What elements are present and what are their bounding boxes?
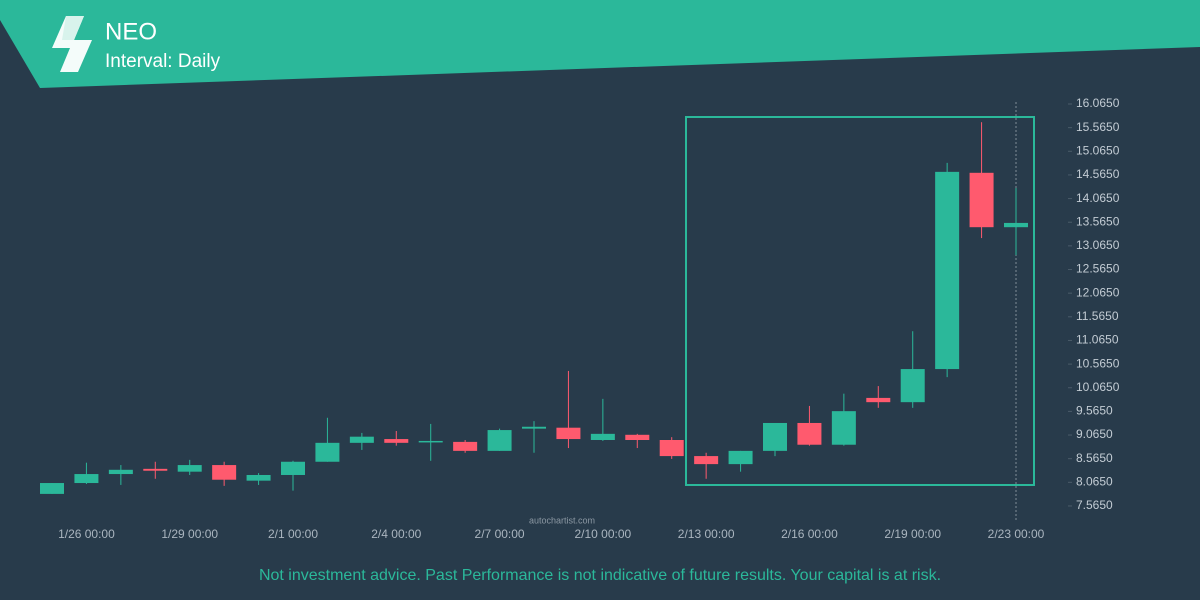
y-tick-label: 14.5650	[1076, 167, 1120, 181]
candle-body	[900, 369, 925, 403]
candle-body	[522, 426, 546, 429]
x-tick-label: 1/26 00:00	[58, 527, 115, 541]
candle-body	[143, 468, 168, 471]
candle-body	[212, 465, 237, 480]
pattern-highlight	[685, 116, 1035, 486]
chart-subtitle: Interval: Daily	[105, 51, 221, 72]
x-tick-label: 1/29 00:00	[161, 527, 218, 541]
y-tick-label: 9.0650	[1076, 427, 1113, 441]
candle-body	[694, 456, 719, 465]
x-tick-label: 2/4 00:00	[371, 527, 421, 541]
candle-body	[177, 465, 202, 472]
y-tick-label: 12.0650	[1076, 285, 1120, 299]
y-tick-label: 11.5650	[1076, 309, 1119, 323]
candle-body	[246, 474, 271, 481]
candle-body	[866, 397, 891, 403]
y-tick-label: 9.5650	[1076, 404, 1113, 418]
y-tick-label: 8.0650	[1076, 474, 1113, 488]
candle-body	[590, 433, 615, 440]
candle-body	[831, 411, 856, 445]
candle-body	[763, 422, 787, 451]
candle-body	[625, 434, 650, 440]
y-tick-label: 16.0650	[1076, 96, 1120, 110]
x-tick-label: 2/13 00:00	[678, 527, 735, 541]
candle-body	[315, 442, 340, 462]
candle-body	[74, 474, 99, 484]
y-tick-label: 13.5650	[1076, 214, 1120, 228]
x-tick-label: 2/19 00:00	[884, 527, 941, 541]
candle-body	[418, 440, 443, 443]
y-tick-label: 13.0650	[1076, 238, 1120, 252]
y-tick-label: 15.0650	[1076, 143, 1120, 157]
candle-body	[281, 461, 305, 475]
watermark: autochartist.com	[529, 515, 595, 525]
candle-body	[556, 427, 581, 440]
x-tick-label: 2/10 00:00	[574, 527, 631, 541]
y-tick-label: 7.5650	[1076, 498, 1113, 512]
x-tick-label: 2/16 00:00	[781, 527, 838, 541]
x-tick-label: 2/7 00:00	[475, 527, 525, 541]
y-tick-label: 8.5650	[1076, 451, 1113, 465]
candle-body	[1004, 222, 1028, 228]
x-tick-label: 2/1 00:00	[268, 527, 318, 541]
candle-body	[728, 450, 753, 465]
candle-body	[349, 436, 374, 443]
candle-body	[487, 430, 512, 451]
y-tick-label: 15.5650	[1076, 120, 1120, 134]
y-tick-label: 12.5650	[1076, 262, 1120, 276]
y-tick-label: 14.0650	[1076, 191, 1120, 205]
header-banner	[0, 0, 1200, 88]
candle-body	[935, 171, 960, 370]
candle-body	[40, 483, 64, 494]
candle-body	[659, 439, 684, 457]
chart-title: NEO	[105, 18, 157, 45]
disclaimer: Not investment advice. Past Performance …	[259, 567, 941, 584]
y-tick-label: 10.0650	[1076, 380, 1120, 394]
candle-body	[969, 172, 994, 228]
y-tick-label: 10.5650	[1076, 356, 1120, 370]
y-tick-label: 11.0650	[1076, 333, 1119, 347]
logo	[52, 16, 92, 72]
candle-body	[453, 441, 478, 451]
candle-body	[384, 439, 409, 443]
candle-body	[108, 469, 133, 475]
x-tick-label: 2/23 00:00	[988, 527, 1045, 541]
candle-body	[797, 422, 822, 445]
